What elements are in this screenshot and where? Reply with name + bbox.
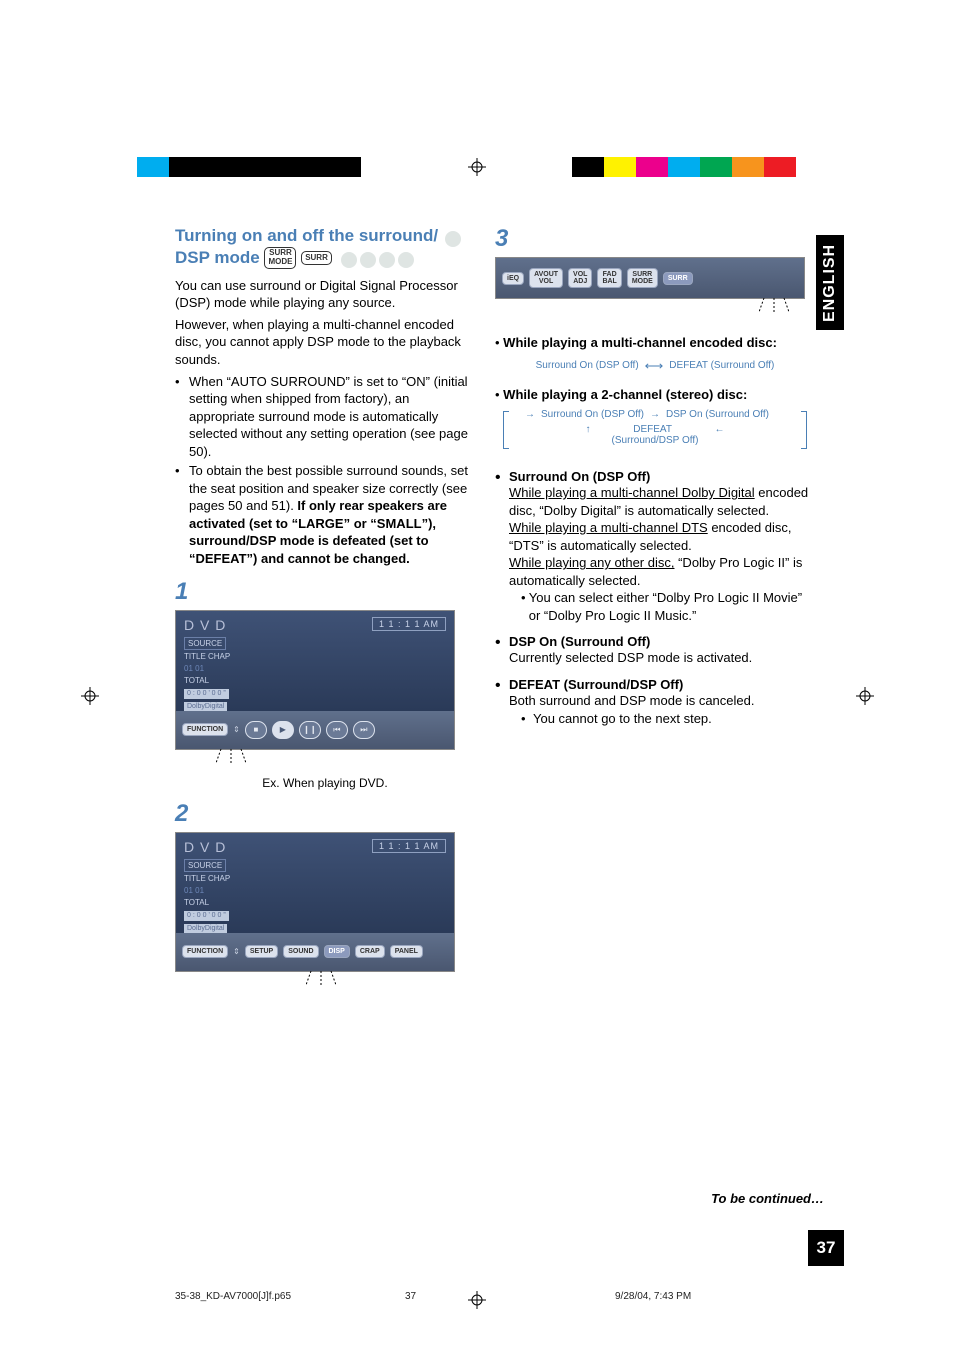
left-arrow-icon: ← [715,424,725,435]
total-label: TOTAL [184,675,231,686]
total-label: TOTAL [184,897,231,908]
page-content: Turning on and off the surround/ DSP mod… [175,225,815,972]
section-title: Turning on and off the surround/ DSP mod… [175,225,475,269]
stop-button[interactable]: ■ [245,721,267,739]
dvd-logo: D V D [184,839,226,855]
title-chap-label: TITLE CHAP [184,651,231,662]
swatch [764,157,796,177]
registration-mark-icon [80,685,100,707]
swatch [540,157,572,177]
toolbar: iEQ AVOUT VOL VOL ADJ FAD BAL SURR MODE … [495,257,805,299]
registration-mark-icon [468,1291,486,1314]
surr-icon: SURR [301,251,332,265]
ieq-button[interactable]: iEQ [502,272,524,285]
display-panel-1: D V D 1 1 : 1 1 AM SOURCE TITLE CHAP 01 … [175,610,455,750]
language-tab: ENGLISH [816,235,844,330]
page-number: 37 [808,1230,844,1266]
panel-button[interactable]: PANEL [390,945,423,958]
flow-stereo: → Surround On (DSP Off) → DSP On (Surrou… [495,409,815,455]
swatch [732,157,764,177]
next-button[interactable]: ⏭ [353,721,375,739]
swatch [297,157,329,177]
bullet-item: • To obtain the best possible surround s… [175,462,475,567]
title-chap-nums: 01 01 [184,885,231,896]
registration-mark-icon [855,685,875,707]
swatch [201,157,233,177]
tap-indicator-icon [759,298,789,320]
registration-mark-icon [467,156,487,178]
subsection-dsp: • DSP On (Surround Off) Currently select… [495,634,815,667]
panel-caption: Ex. When playing DVD. [175,776,475,790]
vol-adj-button[interactable]: VOL ADJ [568,268,592,288]
pause-button[interactable]: ❙❙ [299,721,321,739]
left-arrow-icon: ↑ [585,424,590,435]
swatch [169,157,201,177]
left-column: Turning on and off the surround/ DSP mod… [175,225,475,972]
function-button[interactable]: FUNCTION [182,723,228,736]
source-label: SOURCE [184,637,226,650]
avout-vol-button[interactable]: AVOUT VOL [529,268,563,288]
clock: 1 1 : 1 1 AM [372,839,446,853]
setup-button[interactable]: SETUP [245,945,278,958]
display-panel-2: D V D 1 1 : 1 1 AM SOURCE TITLE CHAP 01 … [175,832,455,972]
total-time: 0 : 0 0 ’ 0 0 ” [184,689,229,699]
disp-button[interactable]: DISP [324,945,350,958]
right-column: 3 iEQ AVOUT VOL VOL ADJ FAD BAL SURR MOD… [495,225,815,737]
updown-icon: ⇕ [233,725,240,734]
footer-ts: 9/28/04, 7:43 PM [615,1291,691,1302]
flow-multi: Surround On (DSP Off) ⟷ DEFEAT (Surround… [495,358,815,374]
play-button[interactable]: ▶ [272,721,294,739]
surr-mode-button[interactable]: SURR MODE [627,268,658,288]
tap-indicator-icon [216,749,246,771]
swatch [265,157,297,177]
tap-indicator-icon [306,971,336,993]
swatch [668,157,700,177]
swatch [137,157,169,177]
swatch [233,157,265,177]
surr-button[interactable]: SURR [663,272,693,285]
sound-button[interactable]: SOUND [283,945,318,958]
color-bar-left [137,157,393,177]
note-stereo: • While playing a 2-channel (stereo) dis… [495,386,815,404]
prev-button[interactable]: ⏮ [326,721,348,739]
note-multi: • While playing a multi-channel encoded … [495,334,815,352]
swatch [329,157,361,177]
right-arrow-icon: → [650,409,660,420]
step-num-1: 1 [175,578,475,606]
subsection-defeat: • DEFEAT (Surround/DSP Off) Both surroun… [495,677,815,727]
bullet-item: • When “AUTO SURROUND” is set to “ON” (i… [175,373,475,461]
function-button[interactable]: FUNCTION [182,945,228,958]
swatch [604,157,636,177]
subsection-surround: • Surround On (DSP Off) While playing a … [495,469,815,624]
footer-pg: 37 [405,1291,416,1302]
swatch [361,157,393,177]
updown-icon: ⇕ [233,947,240,956]
continued-label: To be continued… [711,1191,824,1206]
clock: 1 1 : 1 1 AM [372,617,446,631]
double-arrow-icon: ⟷ [645,358,664,374]
title-chap-label: TITLE CHAP [184,873,231,884]
fad-bal-button[interactable]: FAD BAL [597,268,621,288]
step-num-2: 2 [175,800,475,828]
step-num-3: 3 [495,225,815,253]
title-chap-nums: 01 01 [184,663,231,674]
color-bar-right [540,157,796,177]
total-time: 0 : 0 0 ’ 0 0 ” [184,911,229,921]
footer-file: 35-38_KD-AV7000[J]f.p65 [175,1291,291,1302]
intro-para-2: However, when playing a multi-channel en… [175,316,475,369]
swatch [700,157,732,177]
surr-mode-icon: SURR MODE [264,247,296,269]
swatch [572,157,604,177]
intro-para-1: You can use surround or Digital Signal P… [175,277,475,312]
source-label: SOURCE [184,859,226,872]
footer: 35-38_KD-AV7000[J]f.p65 37 9/28/04, 7:43… [0,1291,954,1311]
dvd-logo: D V D [184,617,226,633]
right-arrow-icon: → [525,409,535,420]
swatch [636,157,668,177]
crap-button[interactable]: CRAP [355,945,385,958]
